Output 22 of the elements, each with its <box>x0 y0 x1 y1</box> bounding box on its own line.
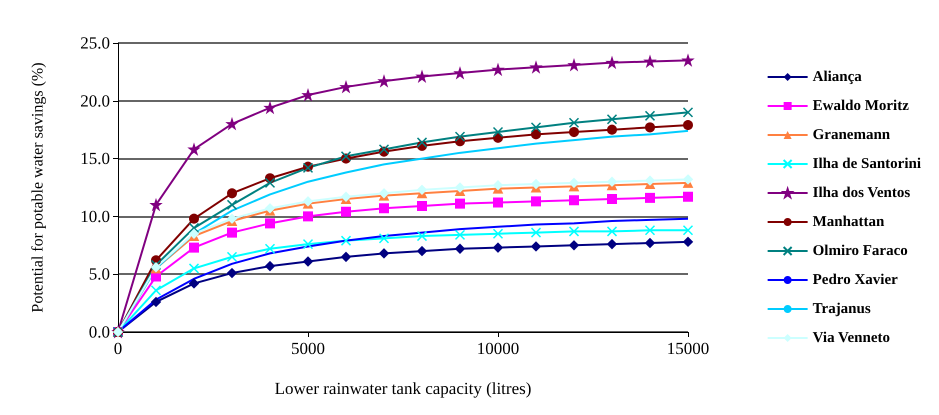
legend-label: Ilha dos Ventos <box>812 185 910 201</box>
legend-label: Ewaldo Moritz <box>812 98 910 114</box>
y-tick-label: 15.0 <box>80 149 110 168</box>
legend-label: Granemann <box>812 127 891 143</box>
legend-label: Ilha de Santorini <box>812 156 922 172</box>
y-tick-label: 5.0 <box>88 264 110 284</box>
x-tick-label: 5000 <box>291 339 325 358</box>
legend-label: Trajanus <box>812 301 871 317</box>
x-axis-title: Lower rainwater tank capacity (litres) <box>274 379 532 398</box>
y-tick-label: 0.0 <box>88 322 110 342</box>
legend-label: Manhattan <box>812 214 885 230</box>
y-tick-label: 10.0 <box>80 206 110 226</box>
x-tick-label: 0 <box>114 339 122 358</box>
y-axis-title: Potential for potable water savings (%) <box>30 62 46 313</box>
y-tick-label: 25.0 <box>80 34 110 52</box>
legend-label: Olmiro Faraco <box>812 243 908 259</box>
legend-label: Aliança <box>812 69 862 85</box>
legend-label: Via Venneto <box>812 330 890 346</box>
x-tick-label: 15000 <box>666 339 710 358</box>
x-tick-label: 10000 <box>476 339 520 358</box>
legend-label: Pedro Xavier <box>812 272 898 288</box>
y-tick-label: 20.0 <box>80 91 110 110</box>
